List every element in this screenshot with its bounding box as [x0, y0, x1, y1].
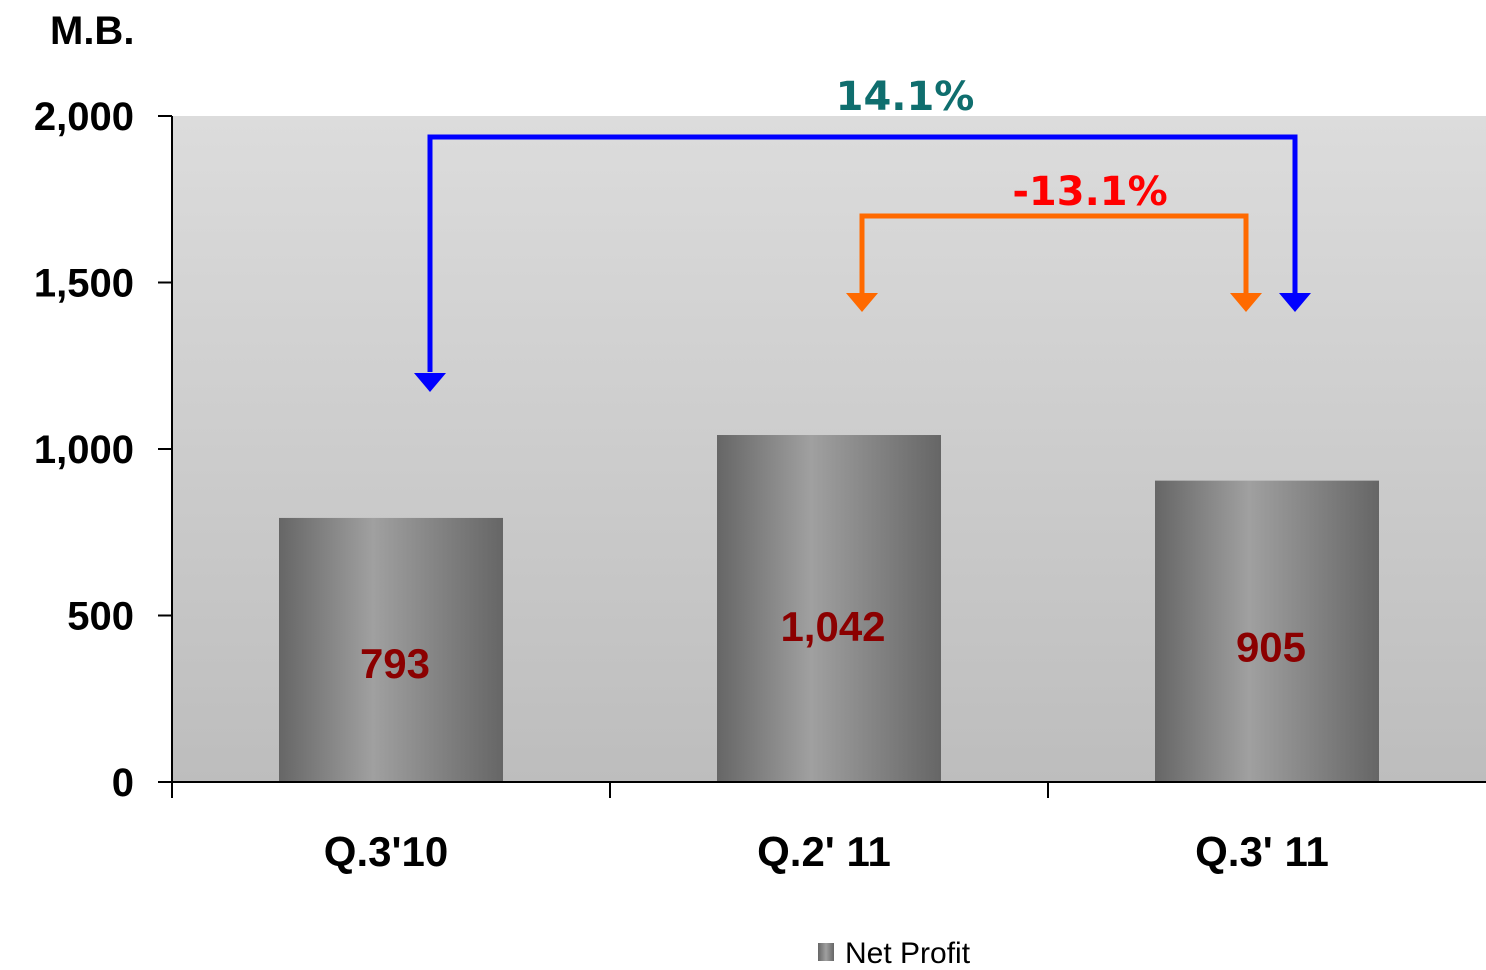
bar [1155, 480, 1379, 782]
qoq-arrow-head-right [1230, 293, 1262, 312]
yoy-arrow-line [427, 134, 1298, 372]
bar-value-label: 1,042 [780, 603, 885, 650]
y-tick-label: 1,500 [34, 262, 134, 306]
x-category-label: Q.3'10 [324, 828, 448, 875]
bar-value-label: 905 [1236, 623, 1306, 670]
qoq-arrow-line [859, 213, 1249, 294]
yoy-change-label: 14.1% [836, 74, 975, 120]
bar-value-label: 793 [360, 640, 430, 687]
bars-layer [279, 435, 1379, 782]
bar [717, 435, 941, 782]
x-axis: Q.3'10 Q.2' 11 Q.3' 11 [171, 782, 1329, 875]
data-labels-layer: 793 1,042 905 [360, 603, 1306, 687]
yoy-change-annotation: 14.1% [414, 74, 1311, 392]
y-axis: 0 500 1,000 1,500 2,000 [34, 95, 172, 805]
legend-swatch-net-profit [818, 943, 834, 961]
y-tick-label: 500 [67, 595, 134, 639]
legend-label-net-profit: Net Profit [845, 937, 971, 970]
x-category-label: Q.3' 11 [1195, 828, 1329, 875]
qoq-arrow-head-left [846, 293, 878, 312]
y-tick-label: 1,000 [34, 428, 134, 472]
bar [279, 517, 503, 782]
unit-label: M.B. [50, 9, 134, 53]
yoy-arrow-head-right [1279, 293, 1311, 312]
y-tick-label: 2,000 [34, 95, 134, 139]
qoq-change-label: -13.1% [1012, 169, 1167, 215]
y-tick-label: 0 [112, 761, 134, 805]
qoq-change-annotation: -13.1% [846, 169, 1262, 312]
yoy-arrow-head-left [414, 373, 446, 392]
legend: Net Profit [818, 937, 971, 970]
x-category-label: Q.2' 11 [757, 828, 891, 875]
